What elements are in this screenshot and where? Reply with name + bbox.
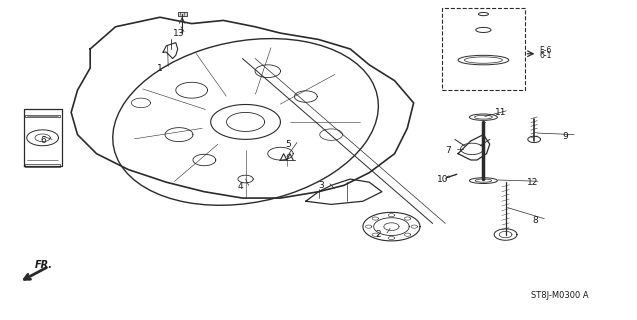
Text: 4: 4 [238,182,243,191]
Text: 8: 8 [533,216,539,225]
Text: 2: 2 [376,230,381,239]
Text: 1: 1 [157,63,162,73]
Text: 6: 6 [41,136,47,146]
Text: 9: 9 [562,132,568,141]
Text: 7: 7 [445,146,451,155]
Text: 10: 10 [437,174,448,184]
Text: 6-1: 6-1 [539,52,552,60]
Text: ST8J-M0300 A: ST8J-M0300 A [531,291,589,300]
Bar [442,8,525,90]
Text: 12: 12 [527,178,538,187]
Bar [25,115,60,117]
Text: 13: 13 [173,28,184,38]
Text: 3: 3 [318,181,324,190]
Text: E-6: E-6 [539,46,552,55]
Text: FR.: FR. [34,260,52,270]
Text: 11: 11 [495,108,506,117]
Bar [25,164,60,167]
Text: 5: 5 [285,140,291,148]
Bar [178,12,187,16]
